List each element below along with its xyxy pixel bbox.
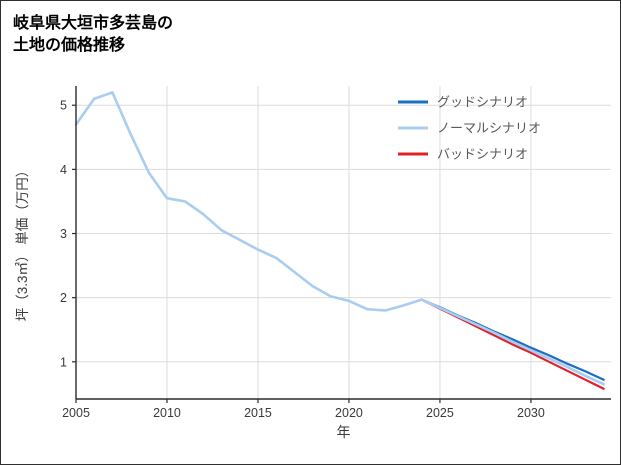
legend-item-normal: ノーマルシナリオ bbox=[398, 121, 541, 136]
y-tick-label: 3 bbox=[60, 227, 67, 241]
y-axis-label: 坪（3.3㎡） 単価（万円） bbox=[15, 164, 30, 322]
legend-item-good: グッドシナリオ bbox=[398, 95, 528, 110]
legend-label-good: グッドシナリオ bbox=[437, 95, 528, 110]
axes: 2005 2010 2015 2020 2025 2030 1 2 3 4 5 bbox=[60, 86, 611, 420]
x-axis-label: 年 bbox=[337, 424, 351, 440]
x-tick-label: 2020 bbox=[335, 406, 363, 420]
x-tick-label: 2025 bbox=[426, 406, 454, 420]
y-tick-label: 1 bbox=[60, 355, 67, 369]
x-tick-label: 2015 bbox=[244, 406, 272, 420]
chart-title-line1: 岐阜県大垣市多芸島の bbox=[13, 15, 174, 32]
y-tick-label: 4 bbox=[60, 163, 67, 177]
series-line-normal bbox=[74, 91, 606, 386]
x-tick-label: 2005 bbox=[62, 406, 90, 420]
legend-label-bad: バッドシナリオ bbox=[437, 147, 528, 162]
y-tick-label: 2 bbox=[60, 291, 67, 305]
legend-label-normal: ノーマルシナリオ bbox=[437, 121, 541, 136]
y-tick-label: 5 bbox=[60, 99, 67, 113]
chart-title: 岐阜県大垣市多芸島の 土地の価格推移 bbox=[13, 13, 173, 57]
x-tick-label: 2030 bbox=[517, 406, 545, 420]
chart-title-line2: 土地の価格推移 bbox=[13, 37, 126, 54]
legend-item-bad: バッドシナリオ bbox=[398, 147, 528, 162]
x-tick-label: 2010 bbox=[153, 406, 181, 420]
